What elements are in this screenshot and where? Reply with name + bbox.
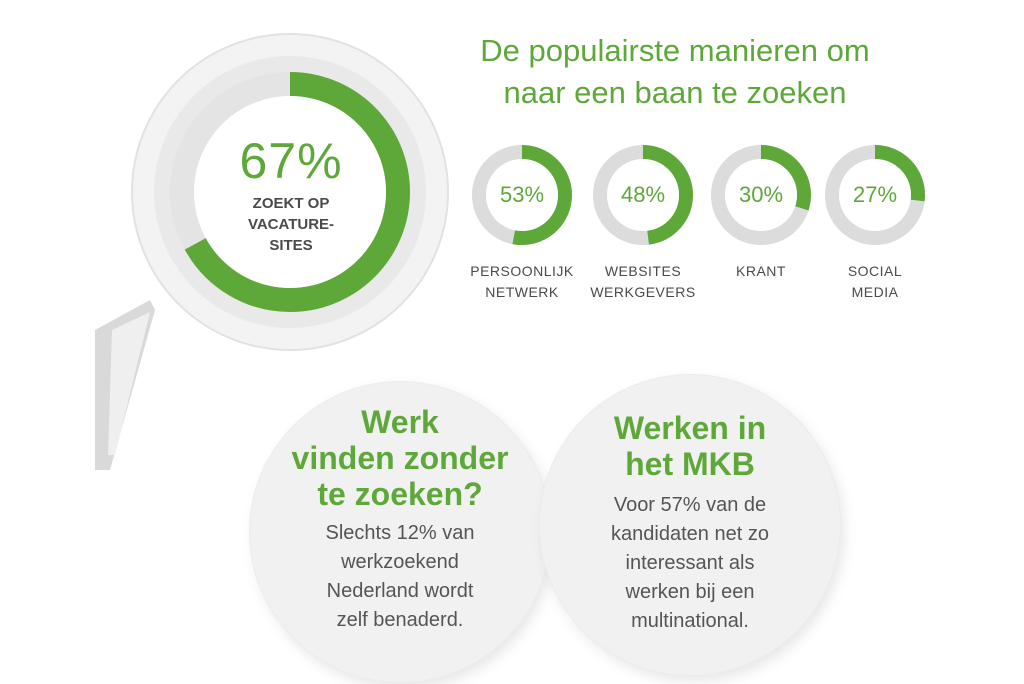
donut-label-line: MEDIA — [851, 284, 899, 300]
bubble-werken-mkb — [540, 375, 840, 675]
donut-ring — [825, 145, 925, 245]
magnifier-graphic — [95, 33, 449, 470]
donut-label: WEBSITES WERKGEVERS — [573, 261, 713, 303]
donut-websites-werkgevers: 48% — [588, 140, 698, 250]
bubble-right-title: Werken in het MKB — [555, 410, 825, 482]
donut-persoonlijk-netwerk: 53% — [467, 140, 577, 250]
bubble-title-line: vinden zonder — [291, 440, 509, 476]
donut-label-line: KRANT — [736, 263, 786, 279]
donut-label-line: NETWERK — [485, 284, 559, 300]
donut-value: 27% — [852, 182, 898, 207]
bubble-title-line: Werken in — [613, 410, 767, 446]
headline-line: De populairste manieren om — [480, 33, 870, 68]
donut-label-line: SOCIAL — [847, 263, 903, 279]
donut-arc — [472, 145, 572, 245]
bubble-left-body: Slechts 12% van werkzoekend Nederland wo… — [265, 519, 535, 635]
donut-label-line: WEBSITES — [604, 263, 682, 279]
main-stat-label-line: SITES — [269, 237, 313, 254]
main-stat-label-line: ZOEKT OP — [252, 195, 330, 212]
bubble-title-line: te zoeken? — [317, 476, 483, 512]
donut-arc — [825, 145, 925, 245]
bubble-title-line: het MKB — [625, 446, 755, 482]
bubble-title-line: Werk — [361, 404, 439, 440]
donut-value: 30% — [738, 182, 784, 207]
main-stat-label-line: VACATURE- — [247, 216, 335, 233]
bubble-body-line: werken bij een — [625, 581, 755, 603]
donut-value: 53% — [499, 182, 545, 207]
bubble-body-line: Slechts 12% van — [325, 522, 475, 544]
bubble-right-body: Voor 57% van de kandidaten net zo intere… — [555, 491, 825, 636]
bubble-body-line: kandidaten net zo — [611, 523, 769, 545]
main-donut-arc — [170, 72, 410, 312]
donut-label-line: PERSOONLIJK — [470, 263, 574, 279]
bubble-body-line: interessant als — [625, 552, 755, 574]
donut-label: PERSOONLIJK NETWERK — [452, 261, 592, 303]
bubble-body-line: werkzoekend — [341, 551, 459, 573]
donut-ring — [711, 145, 811, 245]
main-stat-label: ZOEKT OP VACATURE- SITES — [196, 193, 386, 256]
donut-label-line: WERKGEVERS — [590, 284, 696, 300]
headline-line: naar een baan te zoeken — [503, 75, 847, 110]
donut-ring — [593, 145, 693, 245]
donut-ring — [472, 145, 572, 245]
bubble-left-title: Werk vinden zonder te zoeken? — [265, 404, 535, 512]
donut-value: 48% — [620, 182, 666, 207]
donut-arc — [593, 145, 693, 245]
bubble-body-line: Voor 57% van de — [613, 494, 767, 516]
bubble-body-line: zelf benaderd. — [336, 609, 464, 631]
bubble-body-line: Nederland wordt — [326, 580, 474, 602]
donut-label: KRANT — [691, 261, 831, 282]
main-stat-value: 67% — [239, 133, 343, 189]
bubble-werk-vinden — [250, 382, 550, 682]
donut-label: SOCIAL MEDIA — [805, 261, 945, 303]
bubble-body-line: multinational. — [631, 610, 749, 632]
donut-social-media: 27% — [820, 140, 930, 250]
donut-arc — [711, 145, 811, 245]
main-donut-center — [194, 96, 386, 288]
magnifier-handle-highlight — [108, 312, 150, 455]
donut-krant: 30% — [706, 140, 816, 250]
headline: De populairste manieren om naar een baan… — [410, 30, 940, 114]
